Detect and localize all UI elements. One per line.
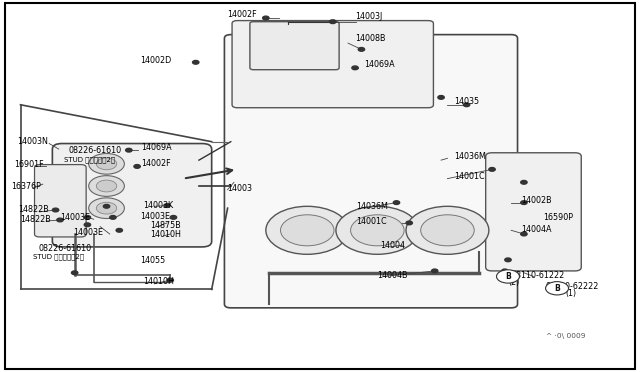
Circle shape (97, 202, 116, 214)
Circle shape (167, 278, 173, 282)
Circle shape (438, 96, 444, 99)
Text: 14003: 14003 (228, 185, 253, 193)
Text: 14036M: 14036M (454, 152, 486, 161)
Circle shape (109, 215, 116, 219)
Text: 14036M: 14036M (356, 202, 388, 211)
Circle shape (84, 215, 91, 219)
Text: 08226-61610: 08226-61610 (69, 147, 122, 155)
Text: 14069A: 14069A (365, 60, 396, 70)
Circle shape (89, 198, 124, 218)
Circle shape (352, 66, 358, 70)
Circle shape (97, 158, 116, 170)
Circle shape (463, 103, 470, 107)
Text: 14069A: 14069A (141, 144, 172, 153)
Text: 14875B: 14875B (150, 221, 180, 230)
Text: B: B (505, 272, 511, 281)
Circle shape (280, 215, 334, 246)
Circle shape (52, 208, 59, 212)
FancyBboxPatch shape (486, 153, 581, 271)
Circle shape (502, 269, 508, 273)
Text: 14008B: 14008B (355, 34, 385, 43)
Text: 14003E: 14003E (140, 212, 170, 221)
Circle shape (521, 201, 527, 205)
Circle shape (72, 271, 78, 275)
Circle shape (193, 61, 199, 64)
Text: 08110-61222: 08110-61222 (511, 271, 564, 280)
Text: 14003N: 14003N (17, 137, 47, 146)
Text: 14003E: 14003E (61, 213, 91, 222)
Circle shape (420, 215, 474, 246)
Text: (2): (2) (508, 278, 519, 287)
Circle shape (103, 205, 109, 208)
Circle shape (336, 206, 419, 254)
FancyBboxPatch shape (35, 164, 86, 237)
Text: 14002F: 14002F (141, 159, 172, 169)
Circle shape (262, 16, 269, 20)
Text: 14002B: 14002B (521, 196, 551, 205)
Text: 14003J: 14003J (355, 12, 382, 22)
FancyBboxPatch shape (52, 144, 212, 247)
Text: STUD スタッド（2）: STUD スタッド（2） (64, 157, 115, 163)
Circle shape (116, 228, 122, 232)
Text: 14001C: 14001C (356, 217, 387, 226)
Text: 08226-61610: 08226-61610 (38, 244, 92, 253)
Circle shape (170, 215, 177, 219)
Circle shape (89, 154, 124, 174)
Text: 14035: 14035 (454, 97, 479, 106)
Text: 14010H: 14010H (143, 278, 173, 286)
Text: 14822B: 14822B (18, 205, 49, 215)
Text: 14004B: 14004B (378, 271, 408, 280)
Circle shape (505, 258, 511, 262)
Circle shape (84, 223, 91, 227)
Circle shape (489, 167, 495, 171)
Circle shape (164, 204, 170, 208)
Text: 16590P: 16590P (543, 213, 573, 222)
Circle shape (330, 20, 336, 23)
Text: 14010H: 14010H (150, 230, 180, 239)
Circle shape (125, 148, 132, 152)
Text: B: B (554, 284, 560, 293)
Circle shape (351, 215, 404, 246)
Text: 14004A: 14004A (521, 225, 551, 234)
Text: (1): (1) (565, 289, 577, 298)
Circle shape (545, 282, 568, 295)
Circle shape (521, 232, 527, 236)
Circle shape (394, 201, 399, 205)
Text: 14003K: 14003K (143, 201, 173, 210)
Text: 14004: 14004 (380, 241, 405, 250)
FancyBboxPatch shape (232, 20, 433, 108)
Text: 14003E: 14003E (74, 228, 104, 237)
Text: 16901F: 16901F (14, 160, 44, 169)
Circle shape (406, 221, 412, 225)
Text: 14055: 14055 (140, 256, 166, 265)
Text: ^ ·0\ 0009: ^ ·0\ 0009 (546, 333, 586, 339)
Text: 14001C: 14001C (454, 171, 484, 180)
Circle shape (97, 180, 116, 192)
Text: 16376P: 16376P (12, 182, 42, 191)
Circle shape (89, 176, 124, 196)
Text: 14822B: 14822B (20, 215, 51, 224)
Circle shape (358, 48, 365, 51)
Circle shape (497, 270, 520, 283)
Circle shape (266, 206, 349, 254)
Text: 14002D: 14002D (140, 56, 172, 65)
Text: STUD スタッド（2）: STUD スタッド（2） (33, 254, 84, 260)
Circle shape (431, 269, 438, 273)
FancyBboxPatch shape (250, 22, 339, 70)
Text: 14002F: 14002F (228, 10, 257, 19)
Circle shape (57, 218, 63, 222)
Circle shape (134, 164, 140, 168)
FancyBboxPatch shape (225, 35, 518, 308)
Circle shape (406, 206, 489, 254)
Text: 08110-62222: 08110-62222 (545, 282, 599, 291)
Circle shape (521, 180, 527, 184)
